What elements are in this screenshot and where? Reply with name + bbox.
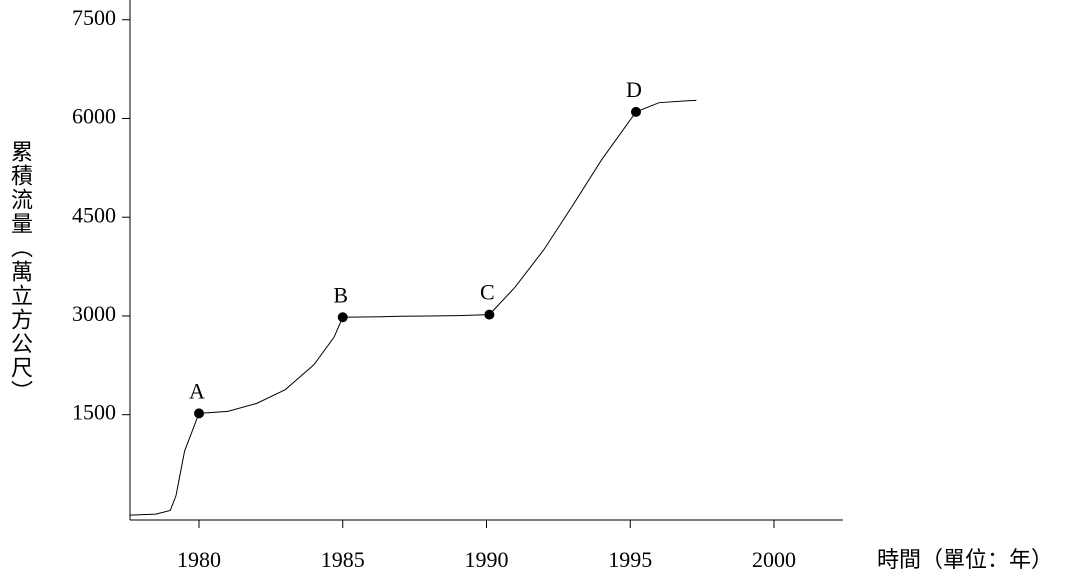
y-tick-label: 1500	[72, 400, 116, 425]
y-tick-label: 7500	[72, 5, 116, 30]
y-tick-label: 6000	[72, 104, 116, 129]
curve	[129, 99, 697, 516]
x-axis-label: 時間（單位：年）	[877, 547, 1053, 572]
point	[194, 408, 204, 419]
point	[631, 106, 641, 117]
point-label: D	[626, 77, 642, 102]
x-tick-label: 1985	[321, 547, 365, 572]
y-tick-label: 3000	[72, 301, 116, 326]
x-tick-label: 2000	[752, 547, 796, 572]
point-label: B	[333, 282, 348, 307]
point	[484, 309, 495, 320]
x-tick-label: 1990	[465, 547, 509, 572]
point	[337, 312, 348, 323]
point-label: C	[480, 280, 495, 305]
y-tick-label: 4500	[72, 202, 116, 227]
point-label: A	[189, 378, 205, 403]
x-tick-label: 1980	[177, 547, 221, 572]
y-axis-label: 累積流量（萬立方公尺）	[8, 140, 33, 404]
x-tick-label: 1995	[608, 547, 652, 572]
